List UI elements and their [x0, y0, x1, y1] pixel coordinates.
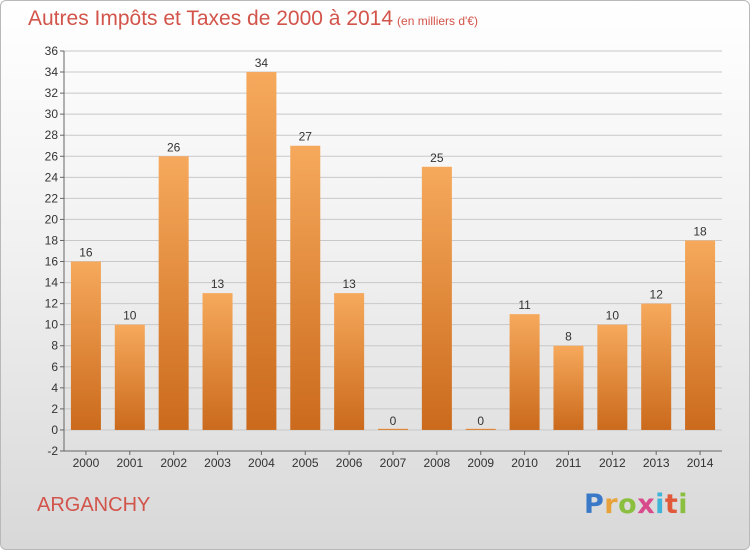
- data-label-2011: 8: [565, 330, 572, 344]
- y-tick-label: 18: [45, 233, 59, 247]
- x-tick-label-2007: 2007: [380, 456, 407, 470]
- data-label-2001: 10: [123, 309, 137, 323]
- bar-2010: [509, 314, 540, 430]
- chart-title-text: Autres Impôts et Taxes de 2000 à 2014: [28, 7, 394, 30]
- bar-2009: [465, 428, 496, 430]
- bar-2003: [202, 293, 233, 430]
- data-label-2012: 10: [606, 309, 620, 323]
- y-tick-label: 24: [45, 170, 59, 184]
- y-tick-label: 2: [51, 402, 58, 416]
- x-tick-label-2003: 2003: [204, 456, 231, 470]
- y-tick-label: 0: [51, 423, 58, 437]
- y-tick-label: 14: [45, 276, 59, 290]
- proxiti-logo[interactable]: Proxiti: [584, 489, 688, 520]
- logo-letter: o: [618, 489, 638, 520]
- bar-2000: [70, 261, 101, 430]
- data-label-2014: 18: [693, 224, 707, 238]
- y-tick-label: 10: [45, 318, 59, 332]
- bar-2013: [641, 303, 672, 430]
- y-tick-label: 8: [51, 339, 58, 353]
- data-label-2013: 12: [650, 288, 664, 302]
- bar-2006: [334, 293, 365, 430]
- data-label-2002: 26: [167, 140, 181, 154]
- logo-letter: i: [678, 489, 689, 520]
- data-label-2009: 0: [477, 414, 484, 428]
- y-tick-label: 16: [45, 255, 59, 269]
- y-tick-label: -2: [47, 444, 58, 458]
- x-tick-label-2000: 2000: [73, 456, 100, 470]
- data-label-2005: 27: [299, 130, 313, 144]
- data-label-2008: 25: [430, 151, 444, 165]
- x-tick-label-2008: 2008: [424, 456, 451, 470]
- x-tick-label-2013: 2013: [643, 456, 670, 470]
- logo-letter: x: [637, 489, 656, 520]
- x-tick-label-2009: 2009: [467, 456, 494, 470]
- data-label-2003: 13: [211, 277, 225, 291]
- x-tick-label-2004: 2004: [248, 456, 275, 470]
- y-tick-label: 34: [45, 65, 59, 79]
- bar-2014: [685, 240, 716, 430]
- data-label-2010: 11: [518, 298, 531, 312]
- bar-2002: [158, 156, 189, 430]
- y-tick-label: 20: [45, 212, 59, 226]
- y-tick-label: 12: [45, 297, 59, 311]
- bar-2005: [290, 145, 321, 430]
- data-label-2006: 13: [342, 277, 356, 291]
- x-tick-label-2011: 2011: [556, 456, 582, 470]
- y-tick-label: 6: [51, 360, 58, 374]
- bar-2001: [114, 324, 145, 430]
- chart-unit: (en milliers d'€): [397, 14, 479, 28]
- y-tick-label: 22: [45, 191, 59, 205]
- bar-2008: [421, 166, 452, 430]
- data-labels: 16 10 26 13 34 27 13 0 25 0 11 8 10 12 18: [79, 56, 707, 428]
- y-tick-label: 4: [51, 381, 58, 395]
- y-tick-label: 30: [45, 107, 59, 121]
- data-label-2000: 16: [79, 246, 93, 260]
- bar-2007: [378, 428, 408, 430]
- logo-letter: r: [604, 489, 619, 520]
- bar-2012: [597, 324, 628, 430]
- x-tick-label-2006: 2006: [336, 456, 363, 470]
- x-tick-label-2010: 2010: [511, 456, 538, 470]
- bar-2004: [246, 72, 277, 430]
- x-tick-label-2012: 2012: [599, 456, 626, 470]
- y-tick-label: 36: [45, 44, 59, 58]
- x-tick-label-2002: 2002: [160, 456, 187, 470]
- bars: [70, 72, 716, 430]
- x-tick-label-2005: 2005: [292, 456, 319, 470]
- bar-2011: [553, 345, 584, 430]
- y-tick-label: 32: [45, 86, 59, 100]
- logo-letter: i: [655, 489, 665, 520]
- commune-name: ARGANCHY: [37, 494, 151, 516]
- x-tick-label-2014: 2014: [687, 456, 714, 470]
- data-label-2007: 0: [390, 414, 397, 428]
- chart-title: Autres Impôts et Taxes de 2000 à 2014 (en…: [28, 7, 478, 31]
- data-label-2004: 34: [255, 56, 269, 70]
- y-tick-label: 26: [45, 149, 59, 163]
- logo-letter: t: [664, 489, 679, 520]
- x-tick-label-2001: 2001: [116, 456, 143, 470]
- logo-letter: P: [584, 489, 605, 520]
- y-tick-label: 28: [45, 128, 59, 142]
